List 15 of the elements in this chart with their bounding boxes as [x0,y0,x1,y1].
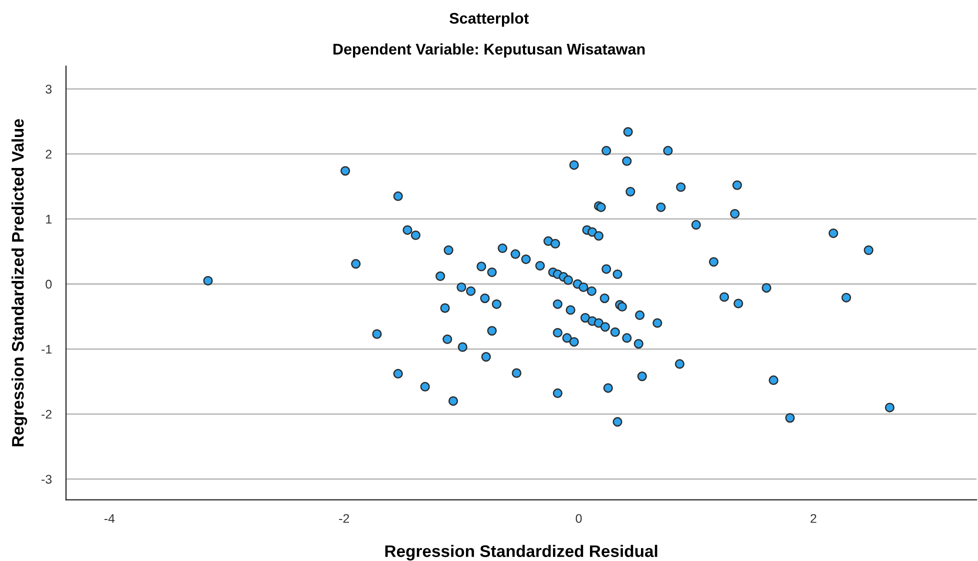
y-tick-label: 0 [46,280,52,289]
chart-title: Scatterplot [450,12,529,27]
x-tick-label: -4 [104,514,115,523]
y-tick-label: 2 [46,150,52,158]
x-tick-label: -2 [339,514,350,523]
x-axis-title: Regression Standardized Residual [385,544,658,560]
chart-subtitle: Dependent Variable: Keputusan Wisatawan [333,43,645,58]
y-tick-label: -2 [42,410,52,419]
y-tick-label: -3 [42,474,52,484]
y-axis-title: Regression Standardized Predicted Value [12,119,28,446]
y-tick-label: 1 [46,214,52,224]
x-tick-label: 0 [576,514,582,523]
y-tick-label: 3 [46,84,52,94]
x-tick-label: 2 [810,514,816,523]
y-tick-label: -1 [42,344,52,354]
